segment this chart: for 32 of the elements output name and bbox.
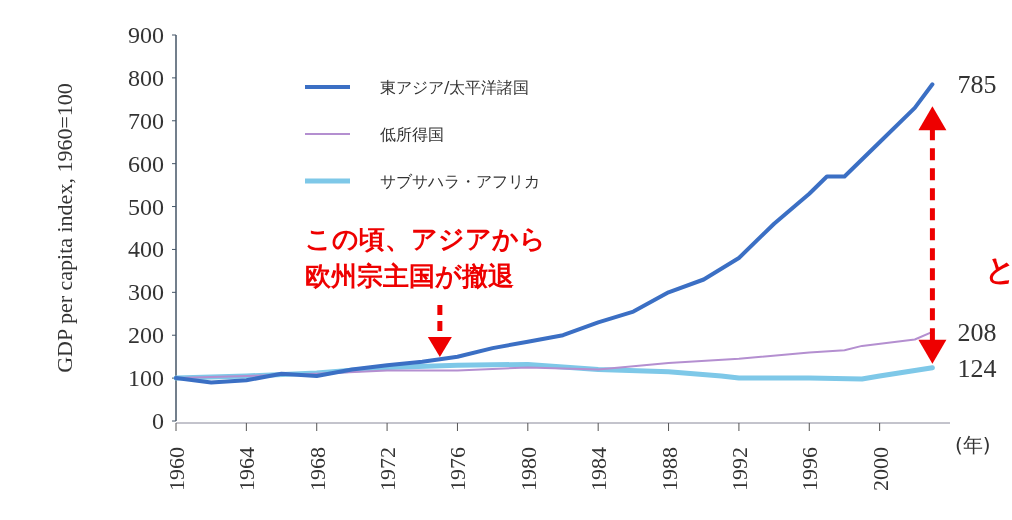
y-tick-label: 800 [128,64,164,91]
x-tick-label: 1968 [304,447,330,491]
annotation: この頃、アジアから欧州宗主国が撤退 [305,224,546,291]
y-axis-title: GDP per capita index, 1960=100 [52,83,77,373]
x-tick-label: 1976 [445,447,471,491]
x-tick-label: 1960 [164,447,189,491]
data-label: 124 [957,353,997,383]
x-tick-label: 1996 [797,447,823,491]
y-tick-label: 100 [128,365,164,392]
y-tick-label: 0 [152,408,164,434]
x-axis-title: (年) [955,433,991,457]
x-tick-label: 1980 [515,447,541,491]
legend-label: 低所得国 [380,125,444,144]
y-tick-label: 600 [128,150,164,177]
y-tick-label: 700 [128,107,164,134]
y-tick-label: 200 [128,322,164,349]
text: と [985,252,1012,287]
x-tick-label: 1984 [586,447,612,491]
y-tick-label: 500 [128,193,164,220]
data-label: 208 [957,317,997,347]
legend-label: 東アジア/太平洋諸国 [380,78,530,97]
data-label: 785 [957,70,997,100]
x-tick-label: 1992 [726,447,752,491]
x-tick-label: 2000 [867,447,893,491]
y-tick-label: 400 [128,236,164,263]
legend-label: サブサハラ・アフリカ [380,172,540,191]
x-tick-label: 1988 [656,447,682,491]
x-tick-label: 1972 [375,447,401,491]
x-tick-label: 1964 [234,447,260,491]
y-tick-label: 900 [128,22,164,48]
y-tick-label: 300 [128,279,164,306]
line-series [174,82,935,385]
